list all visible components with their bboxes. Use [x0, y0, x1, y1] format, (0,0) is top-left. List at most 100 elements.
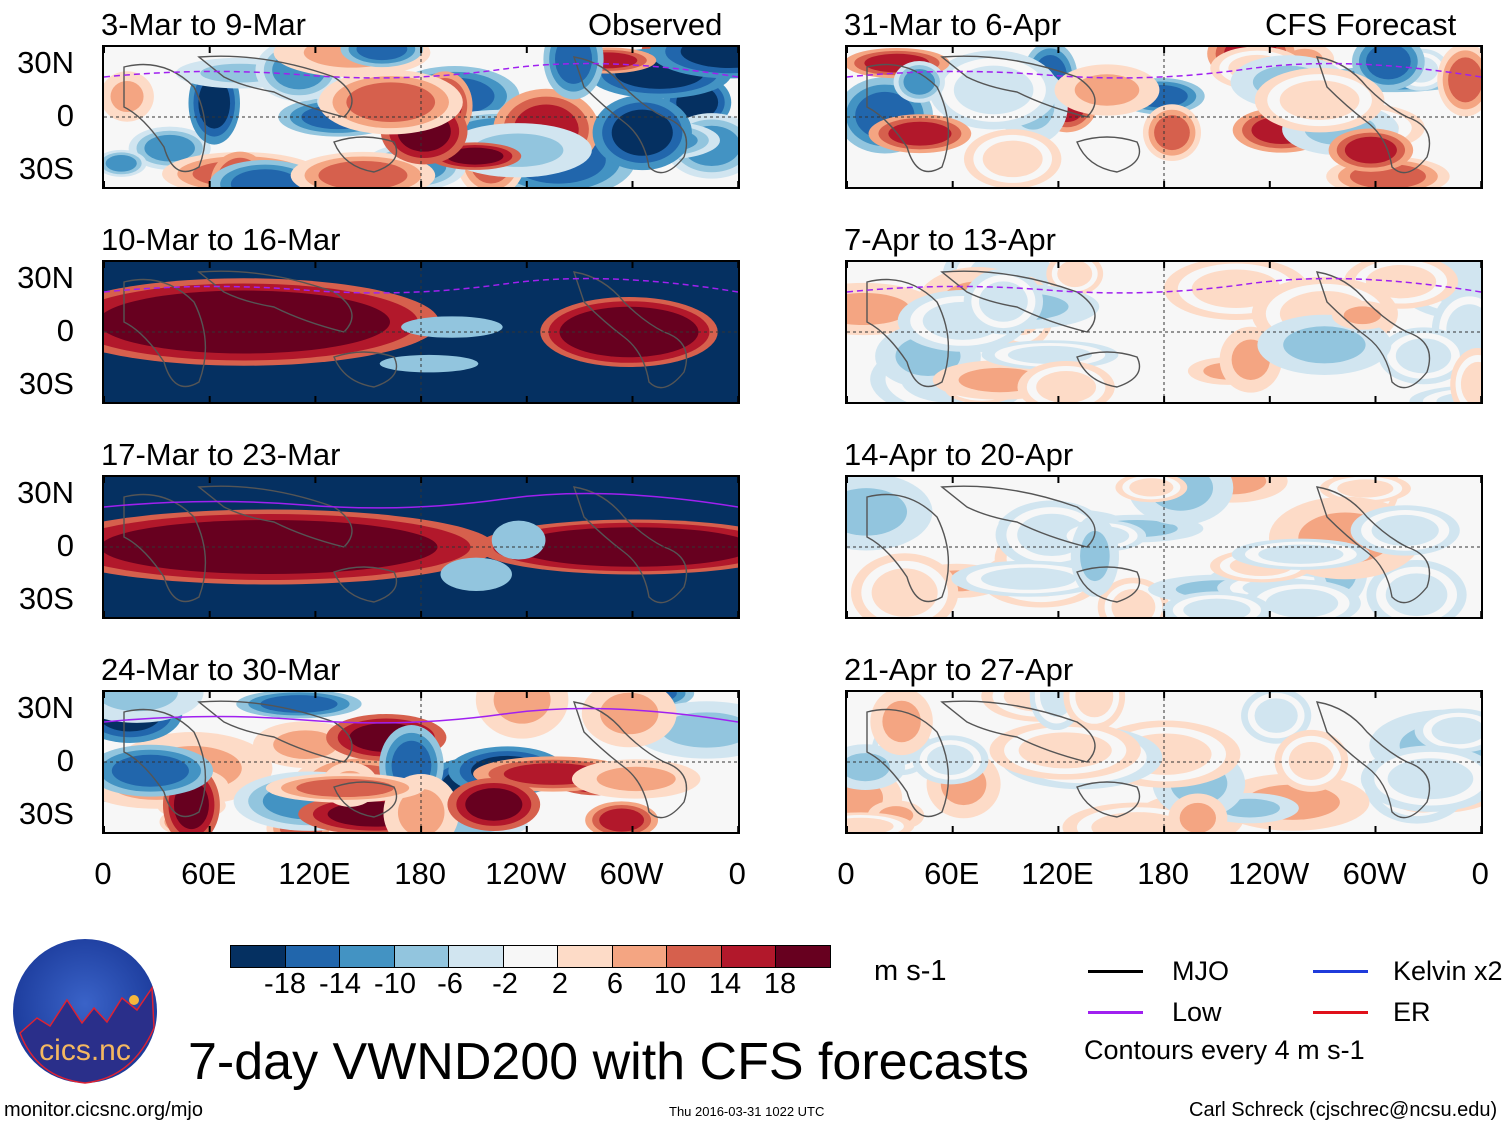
legend-line-kelvin [1313, 970, 1368, 973]
anomaly-contour [1371, 514, 1439, 546]
coastline [333, 781, 398, 818]
panel-title: 3-Mar to 9-Mar [101, 7, 306, 42]
anomaly-contour [1007, 345, 1093, 364]
colorbar [230, 945, 831, 968]
anomaly-contour [1036, 371, 1097, 402]
anomaly-contour [1265, 588, 1339, 617]
x-axis-label: 60W [599, 856, 664, 891]
x-axis-label: 120E [1021, 856, 1094, 891]
anomaly-contour [104, 520, 438, 574]
anomaly-contour [104, 692, 178, 712]
coastline [333, 351, 398, 388]
anomaly-contour [1395, 338, 1452, 374]
coastline [1315, 271, 1431, 389]
colorbar-label: -18 [264, 968, 306, 1000]
anomaly-contour [296, 778, 394, 797]
anomaly-contour [1365, 47, 1411, 80]
anomaly-contour [440, 557, 512, 592]
colorbar-swatch [776, 946, 830, 967]
anomaly-contour [1111, 588, 1156, 617]
coastline [1315, 56, 1431, 174]
y-axis-label: 30N [17, 260, 74, 295]
y-axis-label: 30S [18, 151, 74, 186]
legend-label-er: ER [1393, 997, 1431, 1027]
coastline [1076, 566, 1141, 603]
forecast-column-label: CFS Forecast [1265, 7, 1457, 42]
anomaly-contour [273, 730, 338, 759]
colorbar-swatch [503, 946, 558, 967]
map-panel [845, 45, 1483, 189]
anomaly-contour [661, 712, 738, 748]
footer-author: Carl Schreck (cjschrec@ncsu.edu) [1189, 1099, 1498, 1121]
anomaly-contour [1183, 598, 1251, 617]
anomaly-contour [903, 69, 936, 95]
anomaly-contour [1279, 80, 1360, 120]
anomaly-contour [1057, 262, 1093, 288]
anomaly-contour [1431, 717, 1481, 745]
legend-line-er [1313, 1011, 1368, 1014]
y-axis-label: 30N [17, 475, 74, 510]
low-contour [847, 62, 1481, 79]
colorbar-label: 2 [551, 968, 569, 1000]
colorbar-swatch [340, 946, 395, 967]
anomaly-contour [927, 744, 974, 775]
anomaly-contour [611, 109, 673, 156]
anomaly-contour [346, 82, 436, 122]
y-axis-label: 30S [18, 796, 74, 831]
anomaly-contour [111, 754, 189, 787]
low-contour [104, 62, 738, 79]
colorbar-swatch [612, 946, 667, 967]
anomaly-contour [680, 47, 738, 69]
colorbar-swatch [667, 946, 722, 967]
footer-url: monitor.cicsnc.org/mjo [4, 1099, 203, 1121]
coastline [333, 566, 398, 603]
coastline [572, 271, 688, 389]
x-axis-label: 0 [94, 856, 112, 891]
anomaly-contour [110, 80, 144, 113]
x-axis-label: 60E [924, 856, 980, 891]
low-contour [104, 707, 738, 724]
anomaly-contour [1343, 306, 1382, 325]
coastline [572, 701, 688, 819]
colorbar-label: 14 [708, 968, 742, 1000]
anomaly-contour [1075, 692, 1114, 718]
coastline [1315, 701, 1431, 819]
coastline [1076, 781, 1141, 818]
anomaly-contour [1387, 758, 1474, 800]
map-panel [102, 260, 740, 404]
anomaly-contour [379, 354, 479, 373]
x-axis-label: 0 [837, 856, 855, 891]
x-axis-label: 60W [1342, 856, 1407, 891]
x-axis-label: 180 [1137, 856, 1189, 891]
anomaly-contour [888, 121, 952, 146]
anomaly-contour [599, 808, 645, 832]
contour-note: Contours every 4 m s-1 [1084, 1035, 1365, 1065]
panel-title: 7-Apr to 13-Apr [844, 222, 1056, 257]
coastline [1315, 486, 1431, 604]
anomaly-contour [1385, 573, 1448, 617]
x-axis-label: 180 [394, 856, 446, 891]
anomaly-contour [1337, 479, 1394, 498]
observed-column-label: Observed [588, 7, 723, 42]
anomaly-contour [871, 568, 938, 617]
colorbar-label: 10 [653, 968, 687, 1000]
anomaly-contour [104, 290, 390, 354]
colorbar-swatch [394, 946, 449, 967]
y-axis-label: 0 [56, 98, 74, 133]
low-contour [104, 492, 738, 509]
colorbar-label: -2 [492, 968, 518, 1000]
x-axis-label: 120W [1228, 856, 1310, 891]
coastline [866, 493, 950, 603]
colorbar-label: -10 [374, 968, 416, 1000]
x-axis-label: 120E [278, 856, 351, 891]
legend-line-mjo [1088, 970, 1143, 973]
x-axis-label: 0 [728, 856, 746, 891]
cics-logo: cics.nc [12, 938, 158, 1084]
colorbar-label: 6 [606, 968, 624, 1000]
legend-label-mjo: MJO [1172, 956, 1229, 986]
colorbar-label: -14 [319, 968, 361, 1000]
y-axis-label: 30S [18, 581, 74, 616]
logo-text: cics.nc [39, 1034, 131, 1067]
y-axis-label: 30N [17, 45, 74, 80]
anomaly-contour [882, 700, 921, 743]
